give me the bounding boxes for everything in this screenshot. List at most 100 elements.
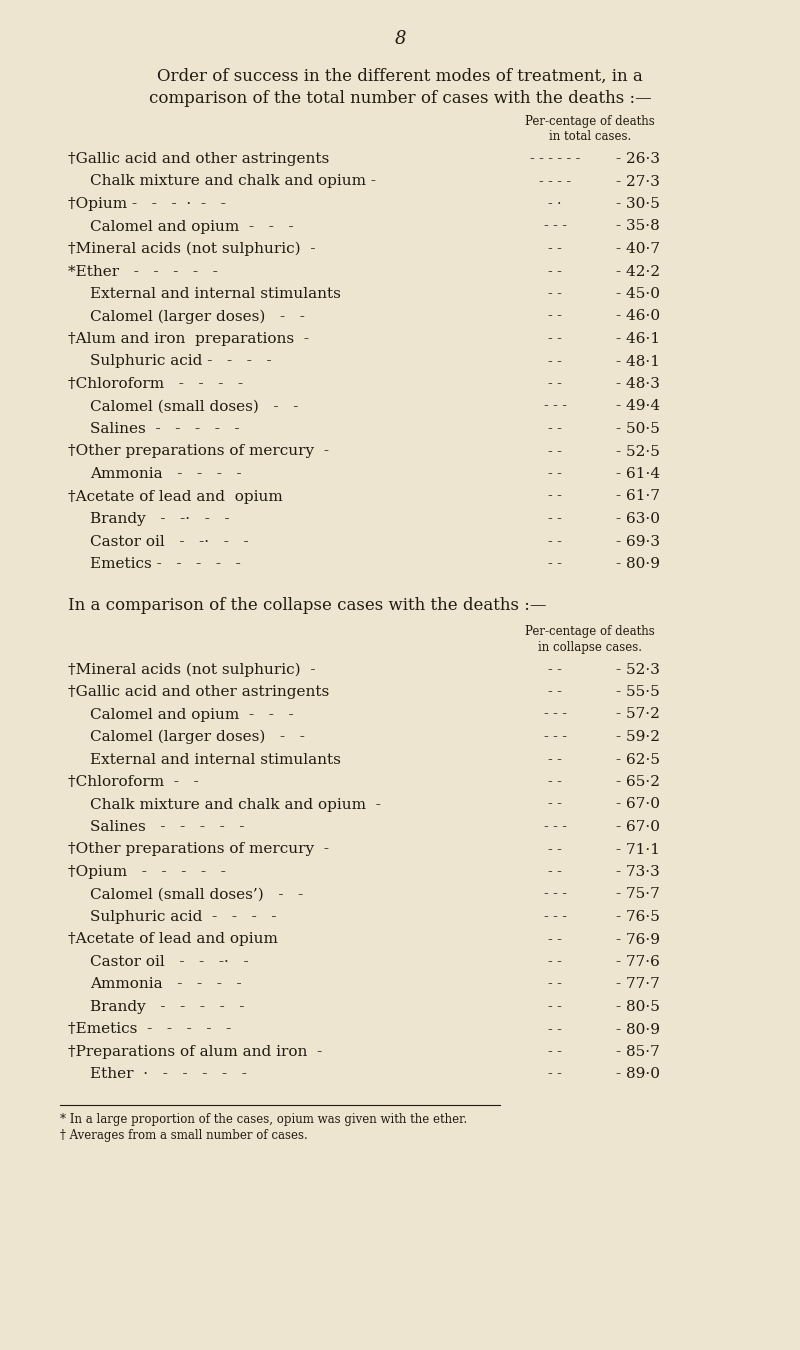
Text: † Averages from a small number of cases.: † Averages from a small number of cases. (60, 1129, 308, 1142)
Text: - -: - - (548, 1068, 562, 1081)
Text: Calomel and opium  -   -   -: Calomel and opium - - - (90, 707, 294, 721)
Text: - 80·5: - 80·5 (616, 1000, 660, 1014)
Text: Per-centage of deaths: Per-centage of deaths (525, 625, 655, 639)
Text: - 77·7: - 77·7 (616, 977, 660, 991)
Text: †Chloroform   -   -   -   -: †Chloroform - - - - (68, 377, 243, 392)
Text: †Gallic acid and other astringents: †Gallic acid and other astringents (68, 684, 330, 699)
Text: - 73·3: - 73·3 (616, 865, 660, 879)
Text: - - - -: - - - - (539, 174, 571, 189)
Text: - -: - - (548, 444, 562, 459)
Text: in collapse cases.: in collapse cases. (538, 640, 642, 653)
Text: †Alum and iron  preparations  -: †Alum and iron preparations - (68, 332, 309, 346)
Text: †Other preparations of mercury  -: †Other preparations of mercury - (68, 842, 329, 856)
Text: - -: - - (548, 663, 562, 676)
Text: - 67·0: - 67·0 (616, 798, 660, 811)
Text: Castor oil   -   -·   -   -: Castor oil - -· - - (90, 535, 249, 548)
Text: - -: - - (548, 490, 562, 504)
Text: - -: - - (548, 1000, 562, 1014)
Text: - -: - - (548, 865, 562, 879)
Text: - 48·1: - 48·1 (616, 355, 660, 369)
Text: Chalk mixture and chalk and opium  -: Chalk mixture and chalk and opium - (90, 798, 381, 811)
Text: - ·: - · (548, 197, 562, 211)
Text: - - -: - - - (543, 730, 566, 744)
Text: - 61·7: - 61·7 (616, 490, 660, 504)
Text: - 89·0: - 89·0 (616, 1068, 660, 1081)
Text: - -: - - (548, 423, 562, 436)
Text: - -: - - (548, 1045, 562, 1058)
Text: Salines  -   -   -   -   -: Salines - - - - - (90, 423, 240, 436)
Text: External and internal stimulants: External and internal stimulants (90, 752, 341, 767)
Text: - - -: - - - (543, 220, 566, 234)
Text: *Ether   -   -   -   -   -: *Ether - - - - - (68, 265, 218, 278)
Text: - 76·9: - 76·9 (616, 933, 660, 946)
Text: - -: - - (548, 775, 562, 788)
Text: Brandy   -   -·   -   -: Brandy - -· - - (90, 512, 230, 526)
Text: - 62·5: - 62·5 (616, 752, 660, 767)
Text: †Acetate of lead and opium: †Acetate of lead and opium (68, 933, 278, 946)
Text: - 52·3: - 52·3 (616, 663, 660, 676)
Text: Calomel (larger doses)   -   -: Calomel (larger doses) - - (90, 309, 305, 324)
Text: in total cases.: in total cases. (549, 130, 631, 143)
Text: - -: - - (548, 332, 562, 346)
Text: In a comparison of the collapse cases with the deaths :—: In a comparison of the collapse cases wi… (68, 598, 546, 614)
Text: - 65·2: - 65·2 (616, 775, 660, 788)
Text: Calomel (larger doses)   -   -: Calomel (larger doses) - - (90, 730, 305, 744)
Text: - 27·3: - 27·3 (616, 174, 660, 189)
Text: - 52·5: - 52·5 (616, 444, 660, 459)
Text: †Gallic acid and other astringents: †Gallic acid and other astringents (68, 153, 330, 166)
Text: - -: - - (548, 265, 562, 278)
Text: - 46·1: - 46·1 (616, 332, 660, 346)
Text: †Chloroform  -   -: †Chloroform - - (68, 775, 198, 788)
Text: - -: - - (548, 752, 562, 767)
Text: - -: - - (548, 309, 562, 324)
Text: - 55·5: - 55·5 (616, 684, 660, 699)
Text: Calomel (small doses’)   -   -: Calomel (small doses’) - - (90, 887, 303, 902)
Text: - 48·3: - 48·3 (616, 377, 660, 392)
Text: - -: - - (548, 355, 562, 369)
Text: Brandy   -   -   -   -   -: Brandy - - - - - (90, 1000, 245, 1014)
Text: - 63·0: - 63·0 (616, 512, 660, 526)
Text: - -: - - (548, 977, 562, 991)
Text: †Acetate of lead and  opium: †Acetate of lead and opium (68, 490, 282, 504)
Text: - -: - - (548, 467, 562, 481)
Text: External and internal stimulants: External and internal stimulants (90, 288, 341, 301)
Text: †Mineral acids (not sulphuric)  -: †Mineral acids (not sulphuric) - (68, 663, 315, 676)
Text: - 69·3: - 69·3 (616, 535, 660, 548)
Text: - -: - - (548, 842, 562, 856)
Text: - -: - - (548, 684, 562, 699)
Text: - 75·7: - 75·7 (616, 887, 660, 902)
Text: - - -: - - - (543, 400, 566, 413)
Text: - -: - - (548, 377, 562, 392)
Text: - -: - - (548, 954, 562, 969)
Text: - - -: - - - (543, 707, 566, 721)
Text: - 35·8: - 35·8 (616, 220, 660, 234)
Text: †Emetics  -   -   -   -   -: †Emetics - - - - - (68, 1022, 231, 1037)
Text: Ammonia   -   -   -   -: Ammonia - - - - (90, 467, 242, 481)
Text: Sulphuric acid  -   -   -   -: Sulphuric acid - - - - (90, 910, 277, 923)
Text: †Opium -   -   -  ·  -   -: †Opium - - - · - - (68, 197, 226, 211)
Text: Emetics -   -   -   -   -: Emetics - - - - - (90, 558, 241, 571)
Text: - 46·0: - 46·0 (616, 309, 660, 324)
Text: - - - - - -: - - - - - - (530, 153, 580, 166)
Text: - -: - - (548, 798, 562, 811)
Text: Chalk mixture and chalk and opium -: Chalk mixture and chalk and opium - (90, 174, 376, 189)
Text: - 77·6: - 77·6 (616, 954, 660, 969)
Text: - -: - - (548, 535, 562, 548)
Text: - 42·2: - 42·2 (616, 265, 660, 278)
Text: Ammonia   -   -   -   -: Ammonia - - - - (90, 977, 242, 991)
Text: - 76·5: - 76·5 (616, 910, 660, 923)
Text: Calomel (small doses)   -   -: Calomel (small doses) - - (90, 400, 298, 413)
Text: - 40·7: - 40·7 (616, 242, 660, 256)
Text: - -: - - (548, 1022, 562, 1037)
Text: 8: 8 (394, 30, 406, 49)
Text: - 61·4: - 61·4 (616, 467, 660, 481)
Text: - 30·5: - 30·5 (616, 197, 660, 211)
Text: Salines   -   -   -   -   -: Salines - - - - - (90, 819, 245, 834)
Text: - 85·7: - 85·7 (616, 1045, 660, 1058)
Text: comparison of the total number of cases with the deaths :—: comparison of the total number of cases … (149, 90, 651, 107)
Text: - -: - - (548, 512, 562, 526)
Text: †Opium   -   -   -   -   -: †Opium - - - - - (68, 865, 226, 879)
Text: Calomel and opium  -   -   -: Calomel and opium - - - (90, 220, 294, 234)
Text: Ether  ·   -   -   -   -   -: Ether · - - - - - (90, 1068, 247, 1081)
Text: - 57·2: - 57·2 (616, 707, 660, 721)
